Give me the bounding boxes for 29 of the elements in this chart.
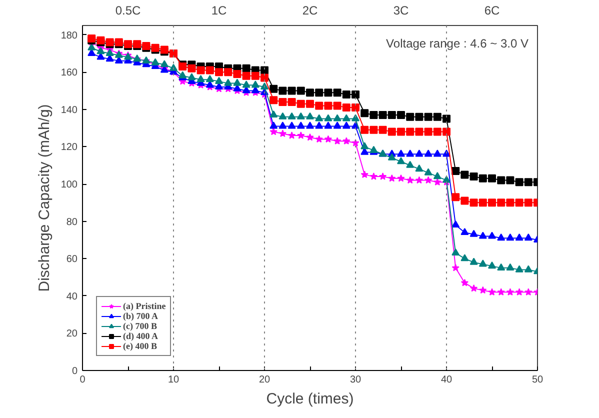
legend-label: (b) 700 A (123, 311, 158, 321)
y-tick-label: 180 (60, 30, 78, 42)
legend-label: (d) 400 A (123, 331, 158, 341)
y-tick-label: 120 (60, 142, 78, 154)
text: 3C (393, 4, 410, 18)
y-tick-label: 80 (66, 216, 78, 228)
x-tick-label: 30 (350, 374, 362, 386)
text: 6C (484, 4, 500, 18)
y-axis-title: Discharge Capacity (mAh/g) (36, 104, 53, 292)
y-tick-label: 100 (60, 180, 78, 191)
x-tick-label: 0 (80, 374, 86, 386)
x-tick-label: 40 (440, 374, 452, 386)
legend-label: (a) Pristine (123, 301, 166, 311)
text: 1C (211, 4, 228, 18)
text: 2C (302, 4, 318, 18)
annotation: Voltage range : 4.6 ~ 3.0 V (386, 36, 529, 50)
x-tick-label: 20 (258, 374, 270, 386)
y-tick-label: 20 (66, 328, 78, 340)
y-tick-label: 140 (60, 104, 78, 116)
y-tick-label: 0 (72, 366, 78, 377)
legend-label: (e) 400 B (123, 341, 157, 351)
y-tick-label: 60 (66, 254, 78, 266)
x-axis-title: Cycle (times) (266, 390, 354, 408)
x-tick-label: 50 (532, 374, 544, 386)
y-tick-label: 160 (60, 68, 78, 79)
y-tick-label: 40 (66, 291, 78, 302)
x-tick-label: 10 (168, 374, 180, 386)
text: 0.5C (115, 4, 142, 18)
legend-label: (c) 700 B (123, 321, 157, 331)
